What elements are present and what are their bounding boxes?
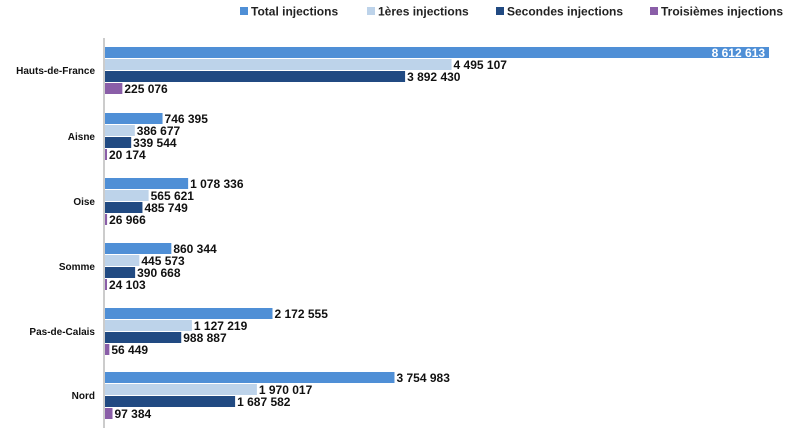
legend-swatch: [496, 7, 504, 15]
legend-label: Troisièmes injections: [661, 5, 783, 19]
data-label: 565 621: [151, 189, 195, 203]
data-label: 386 677: [137, 124, 181, 138]
data-label: 390 668: [137, 266, 181, 280]
bar-total-injections: [105, 243, 172, 254]
category-label: Somme: [59, 262, 96, 273]
bar-1eres-injections: [105, 320, 192, 331]
bar-troisiemes-injections: [105, 344, 110, 355]
data-label: 988 887: [183, 331, 227, 345]
data-label: 445 573: [141, 254, 185, 268]
data-label: 485 749: [144, 201, 188, 215]
data-label: 1 687 582: [237, 395, 291, 409]
bar-1eres-injections: [105, 384, 257, 395]
data-label: 2 172 555: [274, 307, 328, 321]
legend-item-troisiemes-injections: Troisièmes injections: [650, 5, 783, 19]
bar-secondes-injections: [105, 332, 182, 343]
category-label: Hauts-de-France: [16, 66, 95, 77]
data-label: 860 344: [173, 242, 217, 256]
bar-troisiemes-injections: [105, 279, 107, 290]
data-label: 225 076: [124, 82, 168, 96]
bar-secondes-injections: [105, 396, 236, 407]
legend-label: Total injections: [251, 5, 338, 19]
data-label: 8 612 613: [712, 46, 766, 60]
bar-total-injections: [105, 372, 395, 383]
legend-swatch: [240, 7, 248, 15]
bar-total-injections: [105, 113, 163, 124]
data-label: 24 103: [109, 278, 146, 292]
legend-item-total-injections: Total injections: [240, 5, 338, 19]
data-label: 746 395: [165, 112, 209, 126]
category-label: Aisne: [68, 132, 96, 143]
bar-troisiemes-injections: [105, 83, 123, 94]
data-label: 26 966: [109, 213, 146, 227]
bar-1eres-injections: [105, 190, 149, 201]
data-label: 1 078 336: [190, 177, 244, 191]
data-label: 1 127 219: [194, 319, 248, 333]
legend: Total injections 1ères injections Secondes…: [240, 5, 783, 19]
bar-1eres-injections: [105, 59, 452, 70]
data-label: 339 544: [133, 136, 177, 150]
category-label: Oise: [73, 197, 95, 208]
legend-swatch: [367, 7, 375, 15]
bar-total-injections: [105, 47, 769, 58]
bar-secondes-injections: [105, 137, 132, 148]
data-label: 4 495 107: [454, 58, 508, 72]
data-label: 56 449: [111, 343, 148, 357]
data-label: 1 970 017: [259, 383, 313, 397]
data-label: 3 892 430: [407, 70, 461, 84]
data-label: 3 754 983: [396, 371, 450, 385]
bar-troisiemes-injections: [105, 149, 107, 160]
bar-secondes-injections: [105, 267, 136, 278]
data-label: 20 174: [109, 148, 146, 162]
data-label: 97 384: [115, 407, 152, 421]
bar-total-injections: [105, 178, 189, 189]
legend-swatch: [650, 7, 658, 15]
category-label: Pas-de-Calais: [29, 327, 95, 338]
legend-item-secondes-injections: Secondes injections: [496, 5, 623, 19]
legend-item-1eres-injections: 1ères injections: [367, 5, 469, 19]
bar-1eres-injections: [105, 125, 135, 136]
bar-total-injections: [105, 308, 273, 319]
legend-label: 1ères injections: [378, 5, 469, 19]
bar-1eres-injections: [105, 255, 140, 266]
bar-secondes-injections: [105, 71, 406, 82]
bar-secondes-injections: [105, 202, 143, 213]
legend-label: Secondes injections: [507, 5, 623, 19]
bar-troisiemes-injections: [105, 408, 113, 419]
category-label: Nord: [72, 391, 95, 402]
bar-troisiemes-injections: [105, 214, 108, 225]
